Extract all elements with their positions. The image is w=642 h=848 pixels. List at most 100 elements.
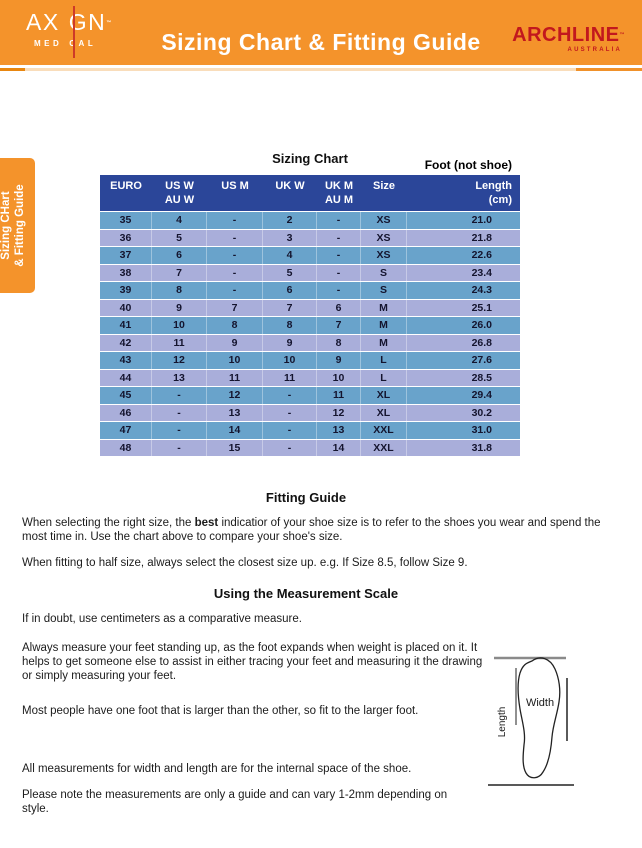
table-cell: 23.4 xyxy=(471,266,492,279)
table-cell: L xyxy=(361,369,407,386)
column-header-line1: EURO xyxy=(110,180,142,192)
header-band: AX GN ™ MED CAL Sizing Chart & Fitting G… xyxy=(0,0,642,65)
table-cell: 28.5 xyxy=(471,371,492,384)
table-cell: 9 xyxy=(263,334,317,351)
table-cell: 12 xyxy=(317,404,361,421)
table-cell: XS xyxy=(361,247,407,264)
table-cell: - xyxy=(152,439,207,456)
table-cell: M xyxy=(361,317,407,334)
archline-logo: ARCHLINE™ AUSTRALIA xyxy=(512,24,625,54)
axign-trademark: ™ xyxy=(106,20,113,26)
table-cell: - xyxy=(207,247,263,264)
table-row: 44 13 11 11 10 L 28.5 xyxy=(100,368,520,386)
column-header-line1: Length xyxy=(475,180,512,192)
table-cell: 12 xyxy=(152,352,207,369)
column-header-line1: US M xyxy=(221,180,249,192)
table-cell: - xyxy=(152,404,207,421)
table-cell: 29.4 xyxy=(471,389,492,402)
table-cell: 9 xyxy=(152,299,207,316)
table-cell: - xyxy=(317,247,361,264)
table-cell: 10 xyxy=(317,369,361,386)
table-cell: 31.8 xyxy=(471,441,492,454)
column-header-line2: (cm) xyxy=(488,194,512,206)
column-header-uk-w: UK W xyxy=(263,175,317,211)
length-label: Length xyxy=(497,707,508,738)
measurement-paragraph-2: Always measure your feet standing up, as… xyxy=(22,642,483,682)
sizing-chart-heading: Sizing Chart xyxy=(272,151,348,166)
table-row: 45-12-11 XL 29.4 xyxy=(100,386,520,404)
table-cell: - xyxy=(317,229,361,246)
axign-logo: AX GN ™ MED CAL xyxy=(26,6,136,59)
table-cell: 13 xyxy=(207,404,263,421)
table-cell: 21.8 xyxy=(471,231,492,244)
page-title: Sizing Chart & Fitting Guide xyxy=(161,29,481,55)
table-cell: 38 xyxy=(100,264,152,281)
p1-after: indicatior of your shoe size is to refer… xyxy=(22,517,601,543)
foot-diagram: Width Length xyxy=(486,645,598,793)
table-cell: 9 xyxy=(207,334,263,351)
fitting-guide-paragraph-1: When selecting the right size, the best … xyxy=(22,516,622,544)
table-cell: 5 xyxy=(263,264,317,281)
column-header-line2: AU M xyxy=(324,194,354,206)
sizing-table: EURO US W AU W US M UK W UK M AU M Size … xyxy=(100,175,520,456)
table-cell: 6 xyxy=(317,299,361,316)
axign-brush-stroke xyxy=(73,6,75,58)
table-cell: - xyxy=(263,404,317,421)
table-cell: 25.1 xyxy=(471,301,492,314)
table-cell: S xyxy=(361,282,407,299)
table-row: 38 7-5- S 23.4 xyxy=(100,263,520,281)
table-row: 47-14-13 XXL 31.0 xyxy=(100,421,520,439)
column-header-euro: EURO xyxy=(100,175,152,211)
table-cell: - xyxy=(207,264,263,281)
column-header-uk-m: UK M AU M xyxy=(317,175,361,211)
table-row: 41 10 8 8 7 M 26.0 xyxy=(100,316,520,334)
column-header-length: Length (cm) xyxy=(407,175,520,211)
p1-before: When selecting the right size, the xyxy=(22,517,195,529)
table-cell: 45 xyxy=(100,387,152,404)
table-row: 43 12 10 10 9 L 27.6 xyxy=(100,351,520,369)
table-cell: 40 xyxy=(100,299,152,316)
table-cell: - xyxy=(152,422,207,439)
table-cell: 15 xyxy=(207,439,263,456)
table-cell: 14 xyxy=(317,439,361,456)
table-cell: 13 xyxy=(317,422,361,439)
table-cell: 7 xyxy=(317,317,361,334)
table-cell: 4 xyxy=(263,247,317,264)
archline-name: ARCHLINE xyxy=(512,24,620,46)
table-header-row: EURO US W AU W US M UK W UK M AU M Size … xyxy=(100,175,520,211)
table-cell: M xyxy=(361,299,407,316)
table-row: 37 6-4- XS 22.6 xyxy=(100,246,520,264)
table-cell: 44 xyxy=(100,369,152,386)
table-cell: S xyxy=(361,264,407,281)
table-cell: 43 xyxy=(100,352,152,369)
table-cell: XXL xyxy=(361,422,407,439)
p1-bold-word: best xyxy=(194,517,219,529)
axign-word-left: AX xyxy=(26,9,60,35)
table-cell: 6 xyxy=(263,282,317,299)
column-header-line2: AU W xyxy=(164,194,195,206)
table-cell: 47 xyxy=(100,422,152,439)
table-cell: 7 xyxy=(152,264,207,281)
column-header-size: Size xyxy=(361,175,407,211)
table-cell: 39 xyxy=(100,282,152,299)
table-row: 36 5-3- XS 21.8 xyxy=(100,228,520,246)
sidebar-tab-label: Sizing CHart & Fitting Guide xyxy=(0,158,35,293)
table-cell: - xyxy=(263,422,317,439)
sidebar-tab: Sizing CHart & Fitting Guide xyxy=(0,158,35,293)
table-cell: 37 xyxy=(100,247,152,264)
table-row: 39 8-6- S 24.3 xyxy=(100,281,520,299)
table-cell: 36 xyxy=(100,229,152,246)
table-cell: 26.8 xyxy=(471,336,492,349)
table-cell: 11 xyxy=(207,369,263,386)
column-header-line1: UK W xyxy=(275,180,305,192)
foot-not-shoe-label: Foot (not shoe) xyxy=(424,158,512,172)
table-cell: 4 xyxy=(152,212,207,229)
table-cell: 11 xyxy=(317,387,361,404)
fitting-guide-paragraph-2: When fitting to half size, always select… xyxy=(22,557,468,569)
table-cell: 26.0 xyxy=(471,319,492,332)
table-cell: - xyxy=(207,282,263,299)
table-cell: 30.2 xyxy=(471,406,492,419)
table-cell: 5 xyxy=(152,229,207,246)
table-cell: 8 xyxy=(317,334,361,351)
